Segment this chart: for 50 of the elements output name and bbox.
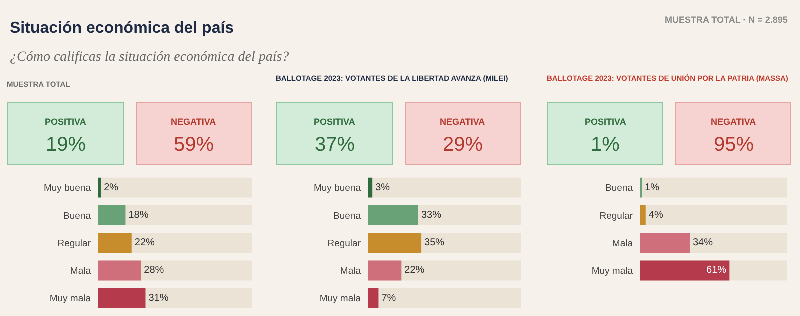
data-label: 4% [648, 210, 664, 221]
data-label: 33% [421, 210, 442, 221]
category-label: POSITIVA [45, 117, 87, 127]
text: 37% [315, 134, 356, 156]
y-tick-label: Muy buena [44, 183, 92, 194]
text: 1% [591, 134, 620, 156]
category-label: POSITIVA [314, 117, 356, 127]
data-label: 1% [645, 182, 660, 194]
bar [640, 206, 646, 226]
category-label: POSITIVA [585, 117, 627, 127]
text: 29% [443, 134, 484, 156]
category-label: NEGATIVA [440, 117, 486, 127]
y-tick-label: Regular [600, 210, 633, 222]
y-tick-label: Muy mala [592, 266, 634, 278]
bar [368, 288, 379, 308]
text: MUESTRA TOTAL · N = 2.895 [665, 15, 788, 25]
data-label: 22% [404, 265, 425, 276]
text: Situación económica del país [10, 20, 234, 37]
text: 19% [46, 134, 86, 156]
bar [98, 178, 102, 198]
y-tick-label: Buena [64, 210, 92, 222]
y-tick-label: Mala [612, 238, 634, 250]
y-tick-label: Muy mala [50, 294, 92, 305]
data-label: 18% [128, 210, 149, 221]
data-label: 28% [144, 265, 164, 276]
data-label: 35% [424, 238, 445, 249]
data-label: 34% [692, 238, 714, 249]
category-label: NEGATIVA [711, 117, 757, 127]
data-label: 61% [706, 265, 727, 276]
y-tick-label: Muy buena [314, 183, 362, 194]
data-label: 7% [382, 292, 396, 304]
bar [368, 260, 402, 281]
y-tick-label: Regular [58, 238, 91, 250]
data-label: 3% [376, 182, 390, 194]
bar [368, 178, 373, 198]
y-tick-label: Mala [70, 266, 92, 278]
y-tick-label: Mala [340, 266, 362, 278]
bar [98, 206, 126, 226]
y-tick-label: Muy mala [320, 294, 362, 305]
bar [98, 233, 132, 254]
text: ¿Cómo calificas la situación económica del país? [10, 50, 290, 65]
text: 95% [714, 134, 754, 156]
data-label: 31% [148, 292, 169, 304]
text: 59% [174, 134, 214, 156]
y-tick-label: Buena [606, 183, 634, 194]
data-label: 22% [134, 238, 156, 249]
category-label: NEGATIVA [171, 117, 217, 127]
y-tick-label: Buena [334, 210, 362, 222]
data-label: 2% [104, 182, 119, 194]
y-tick-label: Regular [328, 238, 361, 250]
